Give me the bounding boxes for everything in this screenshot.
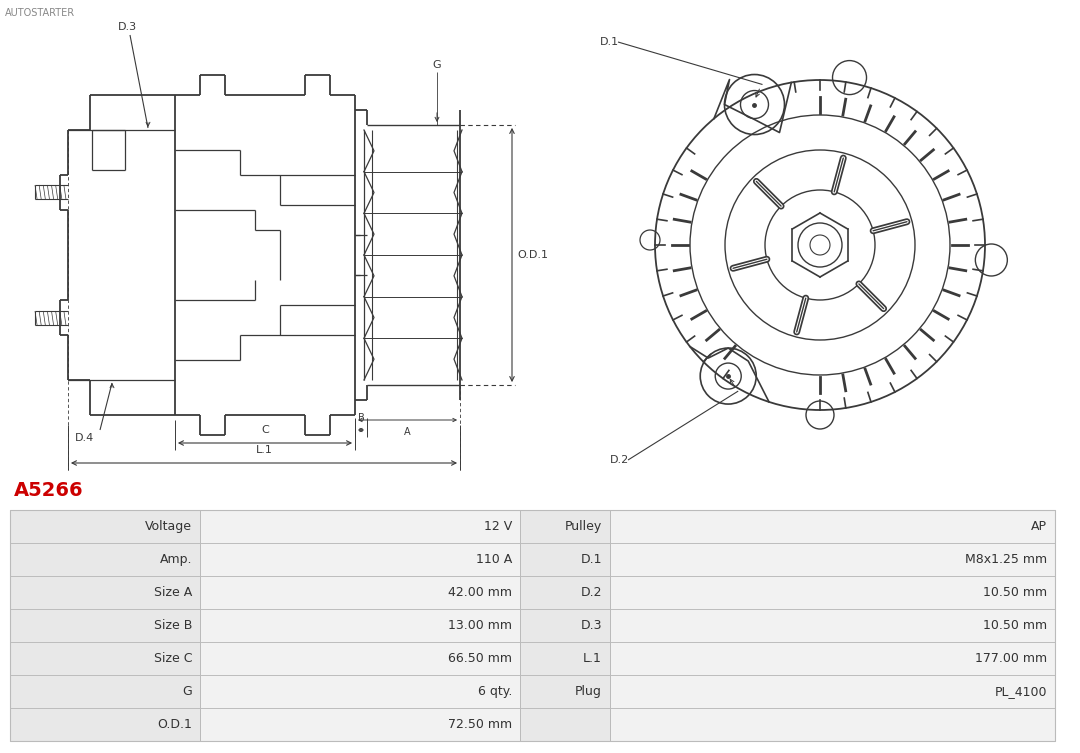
Bar [200,708,519,741]
Text: D.1: D.1 [600,37,619,47]
Text: D.3: D.3 [581,619,602,632]
Bar [519,642,610,675]
Text: D.2: D.2 [610,455,630,465]
Text: AP: AP [1031,520,1047,533]
Text: L.1: L.1 [256,445,272,455]
Text: Size C: Size C [153,652,192,665]
Text: 13.00 mm: 13.00 mm [448,619,512,632]
Text: A: A [404,427,410,437]
Bar [200,510,519,543]
Bar [10,609,200,642]
Bar [519,609,610,642]
Text: O.D.1: O.D.1 [517,250,548,260]
Bar [10,543,200,576]
Bar [610,543,1055,576]
Text: 72.50 mm: 72.50 mm [448,718,512,731]
Text: 42.00 mm: 42.00 mm [448,586,512,599]
Bar [519,675,610,708]
Bar [200,543,519,576]
Text: A5266: A5266 [14,480,83,499]
Text: Voltage: Voltage [145,520,192,533]
Text: B: B [357,413,364,423]
Bar [610,642,1055,675]
Bar [10,510,200,543]
Bar [519,708,610,741]
Text: Pulley: Pulley [565,520,602,533]
Text: Size B: Size B [153,619,192,632]
Bar [200,576,519,609]
Text: 10.50 mm: 10.50 mm [983,586,1047,599]
Text: C: C [261,425,269,435]
Bar [10,708,200,741]
Text: G: G [183,685,192,698]
Bar [200,675,519,708]
Bar [10,510,1055,741]
Text: O.D.1: O.D.1 [157,718,192,731]
Text: M8x1.25 mm: M8x1.25 mm [964,553,1047,566]
Text: 10.50 mm: 10.50 mm [983,619,1047,632]
Text: 6 qty.: 6 qty. [477,685,512,698]
Text: Amp.: Amp. [160,553,192,566]
Text: Size A: Size A [153,586,192,599]
Bar [10,576,200,609]
Bar [610,510,1055,543]
Bar [610,609,1055,642]
Text: AUTOSTARTER: AUTOSTARTER [5,8,76,18]
Text: D.1: D.1 [581,553,602,566]
Text: D.4: D.4 [75,433,94,443]
Text: D.3: D.3 [118,22,137,32]
Text: L.1: L.1 [583,652,602,665]
Text: 177.00 mm: 177.00 mm [975,652,1047,665]
Text: D.2: D.2 [581,586,602,599]
Text: PL_4100: PL_4100 [995,685,1047,698]
Bar [200,609,519,642]
Text: 66.50 mm: 66.50 mm [448,652,512,665]
Bar [519,576,610,609]
Bar [519,510,610,543]
Bar [10,675,200,708]
Bar [10,642,200,675]
Text: Plug: Plug [576,685,602,698]
Text: G: G [433,60,442,70]
Bar [610,708,1055,741]
Text: 110 A: 110 A [476,553,512,566]
Bar [519,543,610,576]
Bar [610,675,1055,708]
Bar [200,642,519,675]
Text: 12 V: 12 V [484,520,512,533]
Bar [610,576,1055,609]
